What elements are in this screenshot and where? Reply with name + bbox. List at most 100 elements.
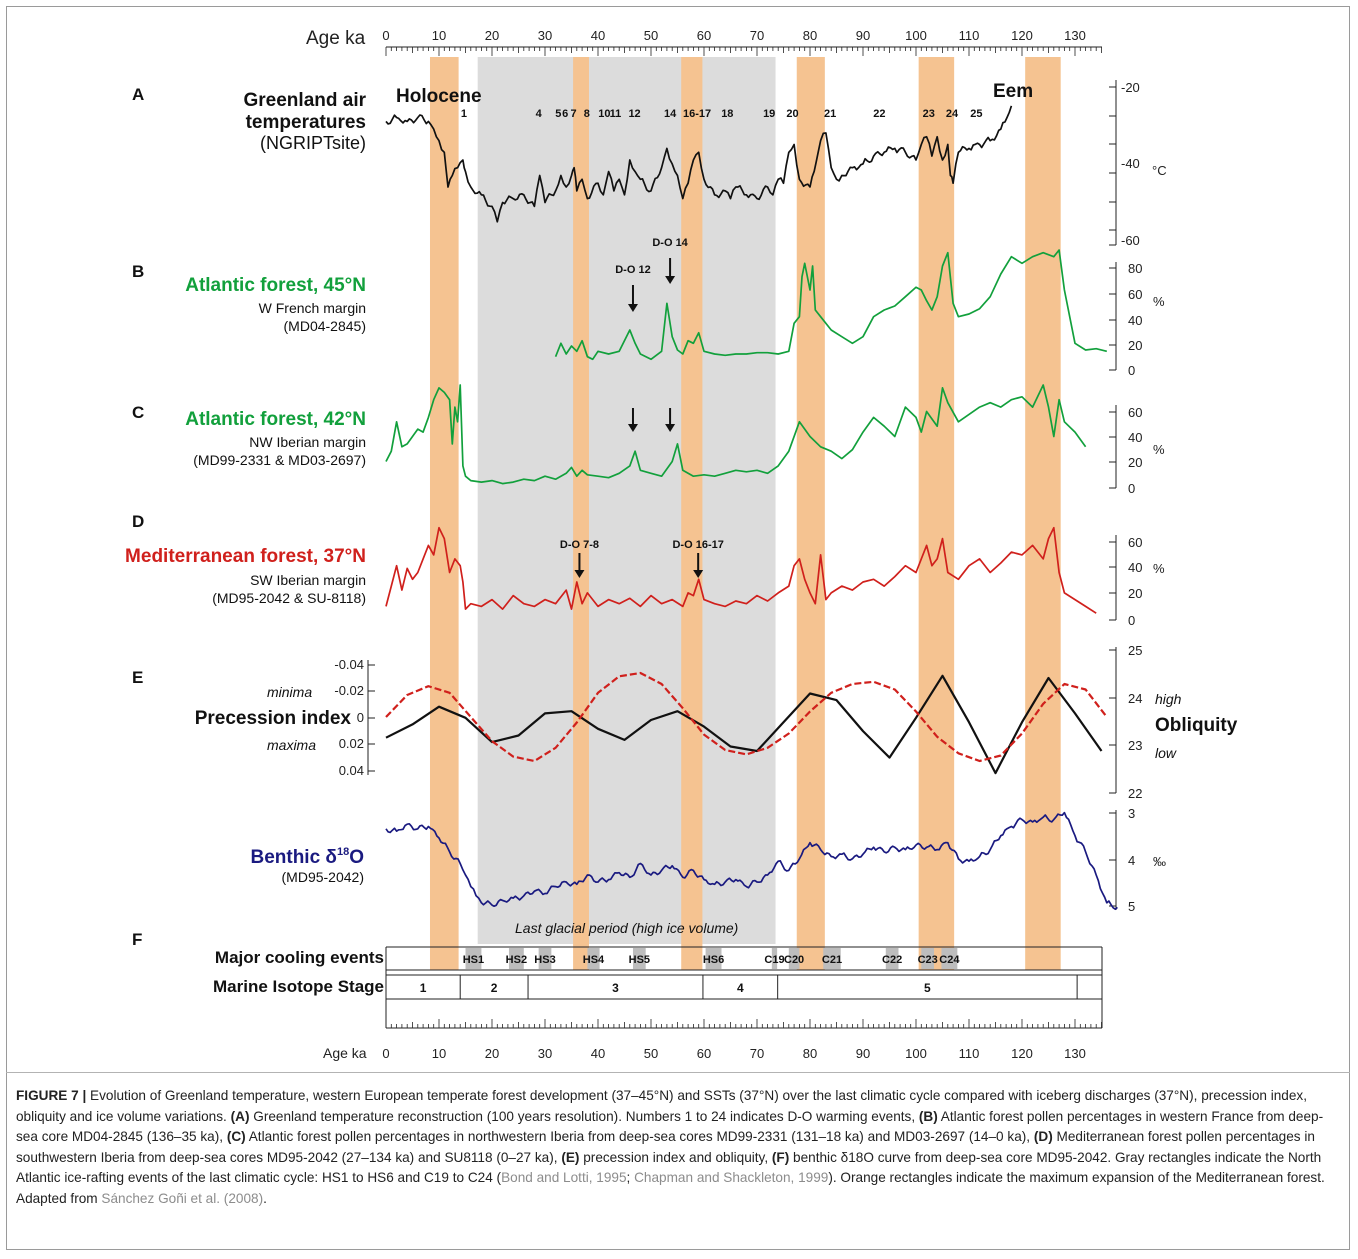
caption-e: (E) xyxy=(561,1149,580,1165)
mis-stage-label: 3 xyxy=(612,981,619,995)
bottom-age-tick-label: 0 xyxy=(382,1046,389,1061)
top-age-tick-label: 10 xyxy=(432,28,446,43)
bottom-age-tick-label: 120 xyxy=(1011,1046,1033,1061)
cooling-event-box xyxy=(921,948,935,969)
do-event-label: 4 xyxy=(536,108,543,120)
panel-b-title: Atlantic forest, 45°N xyxy=(185,275,366,296)
forest-d-tick-label: 60 xyxy=(1128,535,1142,550)
top-age-tick-label: 90 xyxy=(856,28,870,43)
obliquity-tick-label: 24 xyxy=(1128,691,1142,706)
do-event-label: 5 xyxy=(555,108,561,120)
arrow-label-do78: D-O 7-8 xyxy=(560,539,599,551)
bottom-age-tick-label: 50 xyxy=(644,1046,658,1061)
series-line-5 xyxy=(385,674,1103,775)
do-event-label: 18 xyxy=(721,108,733,120)
top-age-tick-label: 130 xyxy=(1064,28,1086,43)
series-layer xyxy=(385,105,1118,911)
do-event-label: 23 xyxy=(923,108,935,120)
panel-b-subtitle-2: (MD04-2845) xyxy=(284,318,366,334)
temp-tick-label: -60 xyxy=(1121,233,1140,248)
obliquity-title: Obliquity xyxy=(1155,715,1238,736)
caption-p9: ). Orange rectangles indicate the maximu… xyxy=(16,1170,1325,1206)
benthic-title-o: O xyxy=(349,847,364,868)
benthic-title-sup: 18 xyxy=(337,846,349,858)
panel-b-unit: % xyxy=(1153,294,1165,309)
do-event-label: 6 xyxy=(562,108,568,120)
orange-band-4 xyxy=(796,57,825,970)
eem-label: Eem xyxy=(993,81,1033,102)
bottom-age-tick-label: 70 xyxy=(750,1046,764,1061)
top-age-tick-label: 60 xyxy=(697,28,711,43)
top-age-tick-label: 0 xyxy=(382,28,389,43)
caption-title: FIGURE 7 | xyxy=(16,1088,87,1103)
arrow-do12-head xyxy=(627,304,638,312)
bottom-age-tick-label: 20 xyxy=(485,1046,499,1061)
do-event-label: 14 xyxy=(664,108,677,120)
panel-c-subtitle-1: NW Iberian margin xyxy=(249,434,366,450)
series-line-2 xyxy=(554,249,1108,361)
cooling-event-label: C21 xyxy=(822,954,842,966)
cooling-event-box xyxy=(788,948,800,969)
precession-tick-label: 0.02 xyxy=(339,736,364,751)
arrow-label-do14: D-O 14 xyxy=(652,237,688,249)
benthic-subtitle: (MD95-2042) xyxy=(282,869,364,885)
cooling-event-box xyxy=(941,948,958,969)
caption-ref-sanchez[interactable]: Sánchez Goñi et al. (2008) xyxy=(101,1190,264,1206)
cooling-title: Major cooling events xyxy=(215,948,384,967)
forest-d-tick-label: 40 xyxy=(1128,560,1142,575)
panel-d-subtitle-2: (MD95-2042 & SU-8118) xyxy=(212,590,366,606)
series-line-6 xyxy=(385,671,1108,763)
panel-d-subtitle-1: SW Iberian margin xyxy=(250,572,366,588)
arrow-do14-head xyxy=(665,276,676,284)
caption-p10: . xyxy=(263,1190,267,1206)
do-event-label: 20 xyxy=(786,108,798,120)
top-age-tick-label: 40 xyxy=(591,28,605,43)
obliquity-tick-label: 25 xyxy=(1128,643,1142,658)
caption-p6: precession index and obliquity, xyxy=(579,1149,772,1165)
d18o-tick-label: 4 xyxy=(1128,853,1135,868)
mis-stage-label: 2 xyxy=(491,981,498,995)
cooling-event-box xyxy=(823,948,841,969)
panel-b-letter: B xyxy=(132,262,144,281)
bottom-age-tick-label: 130 xyxy=(1064,1046,1086,1061)
caption-f: (F) xyxy=(771,1149,790,1165)
top-age-tick-label: 70 xyxy=(750,28,764,43)
cooling-event-box xyxy=(632,948,646,969)
last-glacial-label: Last glacial period (high ice volume) xyxy=(515,920,738,936)
obliquity-tick-label: 22 xyxy=(1128,786,1142,801)
panel-c-letter: C xyxy=(132,403,144,422)
forest-b-tick-label: 80 xyxy=(1128,261,1142,276)
forest-b-tick-label: 60 xyxy=(1128,287,1142,302)
caption-p2: Greenland temperature reconstruction (10… xyxy=(249,1108,919,1124)
panel-d-letter: D xyxy=(132,512,144,531)
bottom-axis-title: Age ka xyxy=(323,1045,367,1061)
forest-b-tick-label: 40 xyxy=(1128,313,1142,328)
series-line-3 xyxy=(385,384,1087,485)
cooling-event-label: HS1 xyxy=(463,954,484,966)
precession-tick-label: -0.02 xyxy=(334,683,364,698)
panel-d-unit: % xyxy=(1153,561,1165,576)
obliquity-tick-label: 23 xyxy=(1128,738,1142,753)
do-event-label: 24 xyxy=(946,108,959,120)
cooling-event-box xyxy=(705,948,722,969)
top-axis-title: Age ka xyxy=(306,28,366,49)
caption-ref-chapman[interactable]: Chapman and Shackleton, 1999 xyxy=(634,1170,829,1185)
caption-ref-bond[interactable]: Bond and Lotti, 1995 xyxy=(501,1170,627,1185)
maxima-label: maxima xyxy=(267,737,316,753)
figure-frame xyxy=(6,6,1350,1250)
minima-label: minima xyxy=(267,684,312,700)
orange-band-2 xyxy=(573,57,589,970)
bottom-age-tick-label: 40 xyxy=(591,1046,605,1061)
do-event-label: 21 xyxy=(824,108,836,120)
forest-d-tick-label: 20 xyxy=(1128,586,1142,601)
series-line-1 xyxy=(385,105,1013,223)
forest-b-tick-label: 20 xyxy=(1128,338,1142,353)
panel-e-letter: E xyxy=(132,668,143,687)
forest-c-tick-label: 20 xyxy=(1128,455,1142,470)
forest-b-tick-label: 0 xyxy=(1128,363,1135,378)
top-age-tick-label: 50 xyxy=(644,28,658,43)
precession-tick-label: -0.04 xyxy=(334,657,364,672)
panel-c-subtitle-2: (MD99-2331 & MD03-2697) xyxy=(193,452,366,468)
orange-band-3 xyxy=(681,57,703,970)
